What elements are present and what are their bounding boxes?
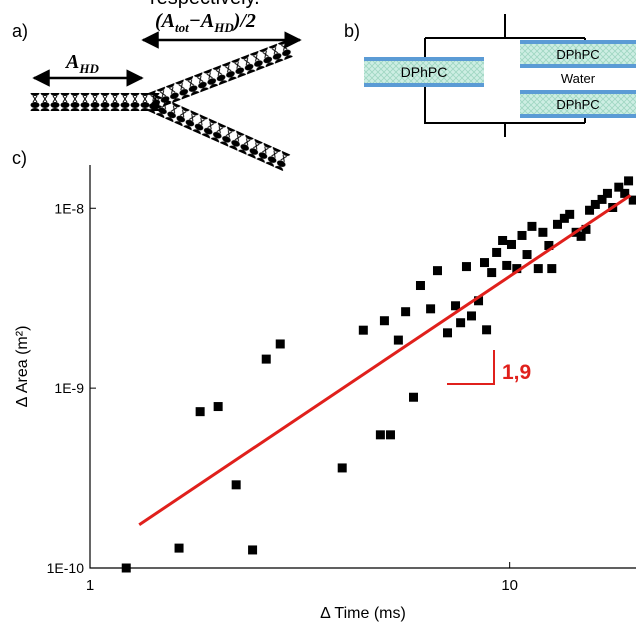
fit-line (138, 194, 632, 526)
marker (121, 563, 131, 573)
y-axis-title: Δ Area (m²) (14, 326, 31, 408)
marker (581, 224, 591, 234)
marker (482, 325, 492, 335)
membrane-edge (520, 114, 636, 118)
arrow-label: (Atot−AHD)/2 (155, 10, 256, 35)
marker (479, 258, 489, 268)
marker (565, 209, 575, 219)
marker (487, 268, 497, 278)
bilayer-branch (146, 93, 291, 172)
caption-fragment: respectively. (150, 0, 260, 9)
marker (517, 230, 527, 240)
membrane-edge (520, 40, 636, 44)
marker (585, 205, 595, 215)
subscript: HD (78, 61, 99, 76)
arrow-label: AHD (64, 51, 99, 76)
x-tick-label: 1 (86, 577, 94, 594)
slope-triangle (447, 350, 495, 385)
marker (506, 239, 516, 249)
marker (492, 247, 502, 257)
panel-label: c) (12, 148, 27, 168)
label-part: (A (155, 10, 175, 32)
marker (552, 219, 562, 229)
marker (474, 296, 484, 306)
membrane (520, 40, 636, 68)
x-axis-title: Δ Time (ms) (320, 605, 406, 622)
chart: 1 10 1E-10 1E-9 1E-8 Δ Time (ms) Δ Area (m²) 1,… (14, 165, 636, 622)
marker (358, 325, 368, 335)
panel-b: b) DPhPC DPhPC Water DPhPC (344, 14, 636, 137)
y-tick-label: 1E-9 (54, 380, 84, 396)
marker (533, 264, 543, 274)
marker (415, 281, 425, 291)
x-tick-label: 10 (501, 577, 518, 594)
marker (337, 463, 347, 473)
marker (498, 235, 508, 245)
marker (261, 354, 271, 364)
marker (576, 231, 586, 241)
marker (275, 339, 285, 349)
marker (174, 543, 184, 553)
slope-label: 1,9 (502, 361, 531, 384)
marker (527, 221, 537, 231)
marker (538, 227, 548, 237)
marker (385, 430, 395, 440)
marker (375, 430, 385, 440)
marker (466, 311, 476, 321)
membrane (520, 90, 636, 118)
marker (432, 266, 442, 276)
marker (522, 250, 532, 260)
circuit-wire (424, 14, 586, 137)
membrane-edge (364, 83, 484, 87)
panel-label: b) (344, 21, 360, 41)
membrane-edge (520, 90, 636, 94)
bilayer (30, 93, 160, 111)
marker (620, 188, 630, 198)
marker (213, 402, 223, 412)
marker (547, 264, 557, 274)
marker (409, 392, 419, 402)
marker (443, 328, 453, 338)
marker (379, 316, 389, 326)
label-part: −A (189, 10, 214, 32)
marker (559, 213, 569, 223)
marker (614, 182, 624, 192)
marker (502, 260, 512, 270)
marker (602, 188, 612, 198)
marker (512, 264, 522, 274)
label-part: A (64, 51, 79, 73)
marker (248, 545, 258, 555)
bilayer-branch (146, 39, 294, 111)
marker (195, 407, 205, 417)
membrane-label: DPhPC (556, 97, 599, 112)
subscript: tot (175, 20, 189, 35)
marker (624, 176, 634, 186)
marker (597, 194, 607, 204)
panel-label: a) (12, 21, 28, 41)
label-part: )/2 (232, 10, 256, 32)
marker (401, 307, 411, 317)
marker (231, 480, 241, 490)
membrane-label: DPhPC (556, 47, 599, 62)
marker (544, 240, 554, 250)
marker (461, 262, 471, 272)
marker (393, 335, 403, 345)
marker (426, 304, 436, 314)
marker (456, 318, 466, 328)
panel-a: a) AHD (Atot−AHD)/2 (12, 10, 302, 172)
marker (628, 195, 636, 205)
subscript: HD (213, 20, 234, 35)
marker (451, 301, 461, 311)
membrane-label: DPhPC (401, 64, 448, 80)
y-tick-label: 1E-10 (47, 560, 85, 576)
membrane-edge (520, 64, 636, 68)
membrane (364, 57, 484, 87)
water-label: Water (561, 71, 596, 86)
marker (590, 199, 600, 209)
membrane-edge (364, 57, 484, 61)
y-tick-label: 1E-8 (54, 200, 84, 216)
